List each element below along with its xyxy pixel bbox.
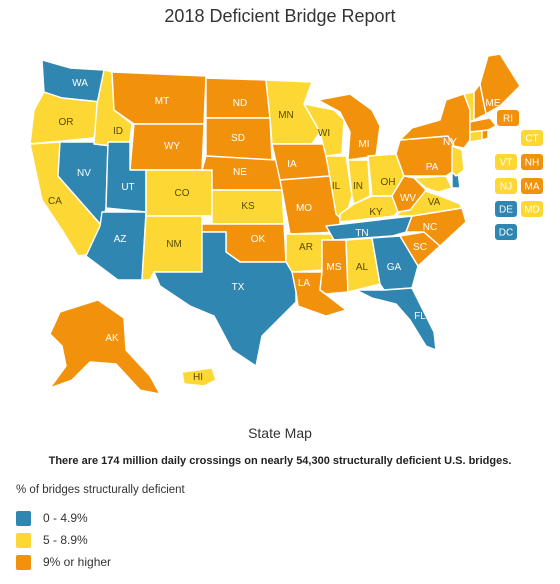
chip-RI[interactable] — [497, 110, 519, 126]
label-KS: KS — [241, 201, 255, 212]
chip-label-NH: NH — [525, 158, 539, 169]
label-KY: KY — [369, 207, 383, 218]
label-LA: LA — [298, 278, 311, 289]
label-WA: WA — [72, 78, 88, 89]
label-SC: SC — [413, 242, 427, 253]
us-map: WA OR CA NV ID MT WY UT AZ CO NM ND SD N… — [29, 53, 543, 395]
label-PA: PA — [426, 162, 439, 173]
legend: 0 - 4.9% 5 - 8.9% 9% or higher — [16, 510, 111, 576]
legend-swatch-mid — [16, 532, 31, 548]
label-OH: OH — [381, 177, 396, 188]
label-HI: HI — [193, 372, 203, 383]
label-WI: WI — [318, 128, 330, 139]
map-subtitle: State Map — [248, 425, 312, 441]
label-AK: AK — [105, 333, 119, 344]
label-AL: AL — [356, 262, 369, 273]
chip-MA[interactable] — [521, 178, 543, 194]
state-IA[interactable] — [271, 143, 331, 181]
state-RI[interactable] — [481, 129, 489, 141]
label-FL: FL — [414, 311, 426, 322]
state-NJ[interactable] — [451, 145, 465, 177]
label-NC: NC — [423, 222, 437, 233]
label-UT: UT — [121, 182, 134, 193]
state-MN[interactable] — [265, 79, 321, 145]
label-SD: SD — [231, 133, 245, 144]
chip-label-VT: VT — [500, 158, 513, 169]
legend-label-mid: 5 - 8.9% — [43, 533, 88, 547]
chip-label-MD: MD — [524, 205, 540, 216]
chip-VT[interactable] — [495, 154, 517, 170]
state-VT[interactable] — [463, 91, 475, 123]
label-WY: WY — [164, 141, 180, 152]
chip-label-DC: DC — [499, 228, 513, 239]
legend-title: % of bridges structurally deficient — [16, 484, 185, 496]
chip-MD[interactable] — [521, 201, 543, 217]
state-AL[interactable] — [345, 237, 381, 293]
legend-swatch-high — [16, 554, 31, 570]
state-MA[interactable] — [469, 117, 497, 133]
state-HI[interactable] — [181, 367, 217, 387]
chip-DE[interactable] — [495, 201, 517, 217]
state-WI[interactable] — [303, 103, 345, 157]
chip-CT[interactable] — [521, 130, 543, 146]
label-IA: IA — [287, 159, 297, 170]
chip-label-CT: CT — [525, 134, 538, 145]
legend-label-high: 9% or higher — [43, 555, 112, 569]
label-WV: WV — [400, 193, 416, 204]
label-AZ: AZ — [114, 234, 127, 245]
label-TX: TX — [232, 282, 245, 293]
label-ND: ND — [233, 98, 247, 109]
label-GA: GA — [387, 262, 402, 273]
label-TN: TN — [355, 228, 368, 239]
chip-NJ[interactable] — [495, 178, 517, 194]
legend-item-low[interactable]: 0 - 4.9% — [16, 510, 111, 526]
label-VA: VA — [428, 197, 441, 208]
state-TX[interactable] — [153, 231, 297, 367]
map-caption: There are 174 million daily crossings on… — [48, 455, 512, 467]
chip-label-DE: DE — [499, 205, 513, 216]
state-FL[interactable] — [355, 287, 437, 351]
label-IL: IL — [332, 181, 341, 192]
label-CO: CO — [175, 188, 190, 199]
legend-item-mid[interactable]: 5 - 8.9% — [16, 532, 111, 548]
label-IN: IN — [353, 181, 363, 192]
legend-swatch-low — [16, 510, 31, 526]
label-MN: MN — [278, 110, 294, 121]
label-NE: NE — [233, 167, 247, 178]
legend-item-high[interactable]: 9% or higher — [16, 554, 111, 570]
label-ID: ID — [113, 126, 123, 137]
chip-label-NJ: NJ — [500, 182, 512, 193]
label-MT: MT — [155, 96, 169, 107]
chip-label-RI: RI — [503, 114, 513, 125]
label-NV: NV — [77, 168, 91, 179]
map-title: 2018 Deficient Bridge Report — [164, 6, 396, 26]
label-AR: AR — [299, 242, 313, 253]
chip-NH[interactable] — [521, 154, 543, 170]
legend-label-low: 0 - 4.9% — [43, 511, 88, 525]
small-state-chips: RI CT VT NH NJ MA DE MD DC — [495, 110, 543, 240]
label-CA: CA — [48, 196, 62, 207]
label-NM: NM — [166, 239, 182, 250]
chip-DC[interactable] — [495, 224, 517, 240]
chip-label-MA: MA — [525, 182, 540, 193]
label-ME: ME — [486, 98, 501, 109]
label-MI: MI — [358, 139, 369, 150]
state-TN[interactable] — [325, 215, 413, 241]
state-AK[interactable] — [49, 299, 161, 395]
label-MS: MS — [327, 262, 342, 273]
label-OR: OR — [59, 117, 74, 128]
label-OK: OK — [251, 234, 266, 245]
state-ME[interactable] — [479, 53, 521, 115]
label-NY: NY — [443, 137, 457, 148]
label-MO: MO — [296, 203, 312, 214]
